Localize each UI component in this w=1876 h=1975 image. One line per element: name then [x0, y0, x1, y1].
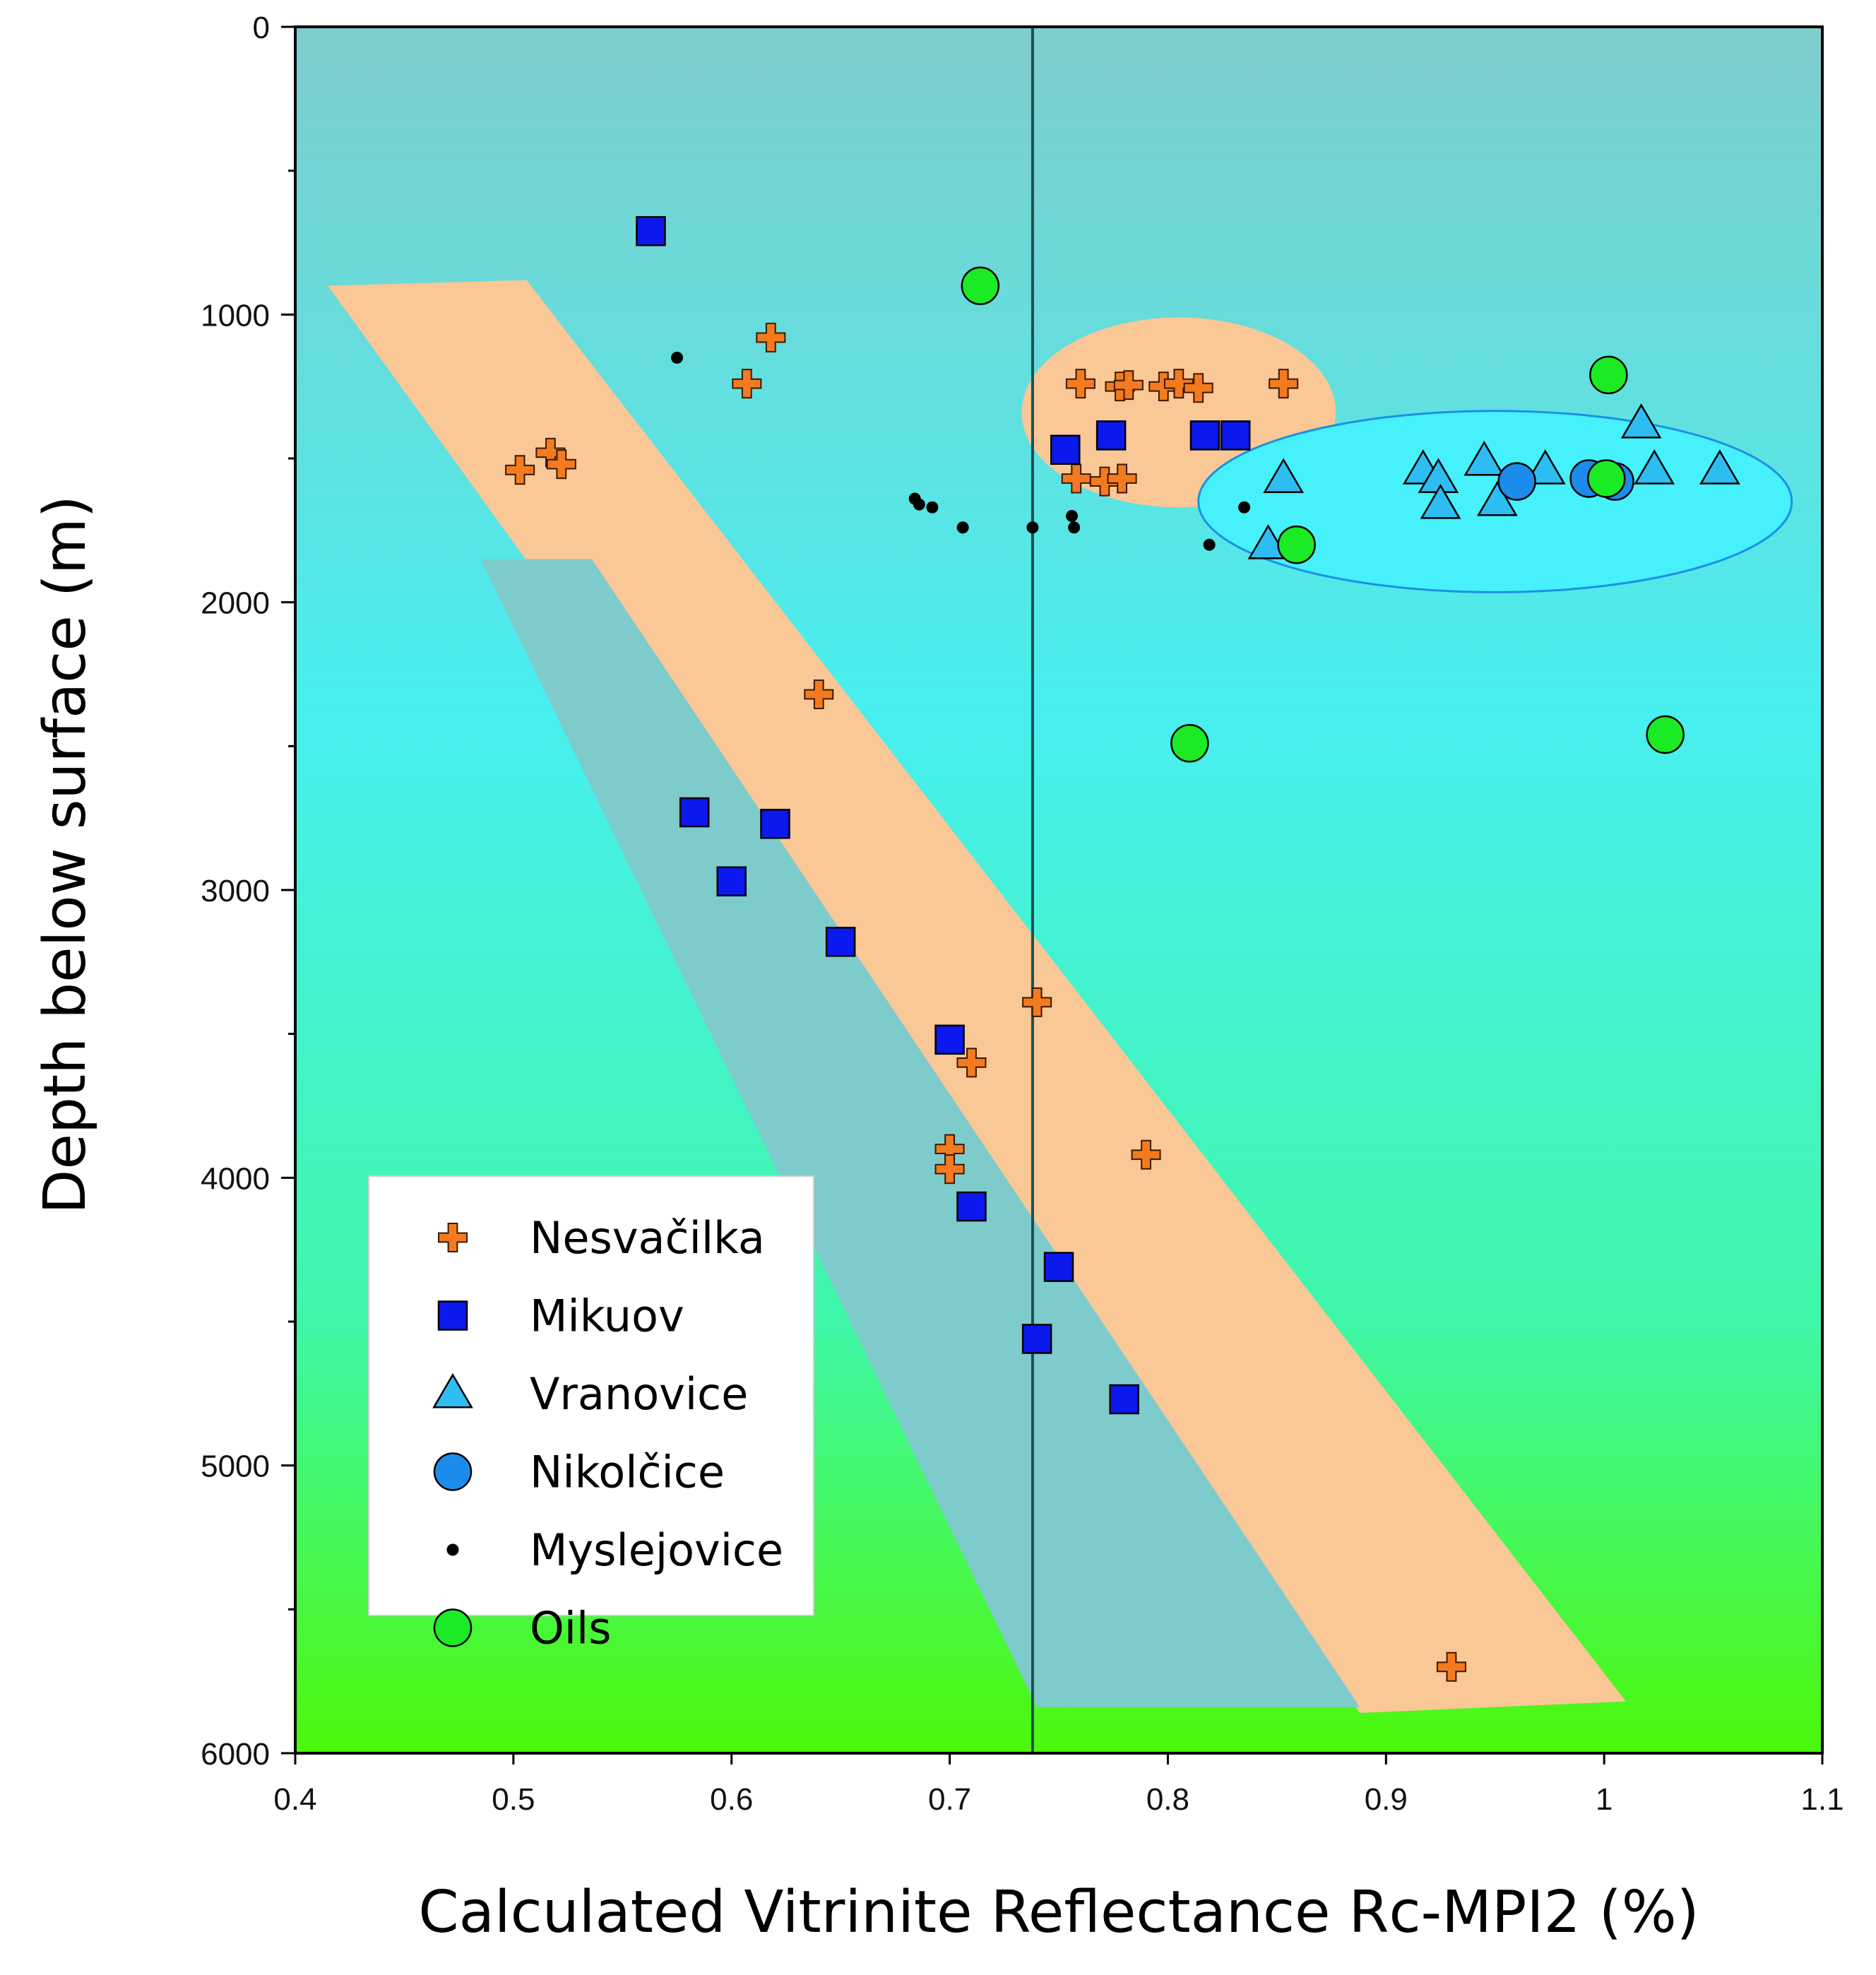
data-point-series-2	[1263, 458, 1304, 493]
data-point-series-0	[1436, 1651, 1466, 1682]
data-point-series-1	[956, 1191, 987, 1222]
legend-marker	[446, 1543, 459, 1556]
legend-label: Nikolčice	[530, 1447, 725, 1498]
legend-label: Vranovice	[530, 1368, 748, 1420]
legend: Nesvačilka Mikuov Vranovice Nikolčice Myslej…	[368, 1175, 814, 1654]
data-point-series-5	[1277, 525, 1316, 564]
axes-layer: 0.4 0.5 0.6 0.7 0.8 0.9 1 1.1 0 1000 2000 3000 4000 5…	[201, 11, 1844, 1817]
data-point-series-4	[1068, 521, 1081, 534]
y-tick-label: 2000	[201, 586, 270, 621]
legend-label: Myslejovice	[530, 1524, 783, 1576]
y-tick-label: 1000	[201, 298, 270, 333]
data-point-series-4	[671, 351, 683, 364]
data-point-series-2	[1699, 449, 1740, 485]
data-point-series-0	[1107, 463, 1137, 494]
legend-marker	[433, 1452, 473, 1491]
legend-marker	[438, 1223, 468, 1252]
data-point-series-0	[1061, 463, 1091, 494]
data-point-series-0	[956, 1048, 987, 1078]
data-point-series-5	[961, 266, 1000, 305]
legend-label: Nesvačilka	[530, 1212, 765, 1264]
data-point-series-2	[1420, 484, 1461, 519]
bands-layer	[328, 280, 1793, 1713]
data-point-series-0	[1065, 369, 1096, 399]
data-point-series-1	[679, 797, 710, 828]
data-point-series-3	[1497, 462, 1536, 501]
data-point-series-4	[926, 501, 939, 514]
data-point-series-4	[1026, 521, 1039, 534]
y-axis-title: Depth below surface (m)	[32, 495, 99, 1214]
x-tick-label: 1.1	[1800, 1782, 1844, 1817]
legend-marker	[433, 1608, 473, 1647]
legend-label: Mikuov	[530, 1291, 684, 1342]
y-tick-label: 3000	[201, 874, 270, 908]
data-point-series-4	[913, 498, 925, 511]
data-point-series-0	[505, 455, 535, 485]
data-point-series-0	[1163, 369, 1194, 399]
y-tick-label: 4000	[201, 1161, 270, 1196]
x-tick-label: 0.9	[1365, 1782, 1408, 1817]
data-point-series-1	[1220, 420, 1251, 451]
x-tick-label: 1	[1596, 1782, 1613, 1817]
legend-label: Oils	[530, 1603, 612, 1654]
data-point-series-0	[1113, 370, 1144, 401]
legend-marker	[437, 1300, 468, 1331]
data-point-series-4	[956, 521, 969, 534]
x-axis-title: Calculated Vitrinite Reflectance Rc-MPI2…	[418, 1879, 1699, 1946]
data-point-series-1	[636, 215, 666, 247]
x-tick-label: 0.7	[928, 1782, 971, 1817]
data-point-series-2	[1464, 440, 1505, 476]
data-point-series-0	[1269, 369, 1299, 399]
data-point-series-1	[934, 1024, 965, 1055]
data-point-series-2	[1634, 449, 1675, 485]
data-point-series-2	[1620, 403, 1662, 439]
data-point-series-1	[825, 927, 856, 957]
data-point-series-5	[1586, 459, 1626, 498]
data-point-series-0	[732, 369, 762, 399]
data-point-series-2	[1476, 480, 1518, 516]
teal-band	[480, 559, 1360, 1707]
data-point-series-1	[1189, 420, 1221, 451]
legend-marker	[432, 1372, 473, 1408]
orange-band	[328, 280, 1626, 1713]
data-point-series-1	[1050, 434, 1081, 465]
points-layer	[505, 215, 1740, 1682]
y-tick-label: 5000	[201, 1449, 270, 1484]
data-point-series-5	[1646, 715, 1685, 754]
data-point-series-0	[756, 322, 786, 352]
x-tick-label: 0.4	[273, 1782, 316, 1817]
data-point-series-4	[1203, 538, 1216, 551]
x-tick-label: 0.6	[710, 1782, 753, 1817]
data-point-series-2	[1524, 449, 1566, 485]
data-point-series-1	[1043, 1252, 1074, 1282]
data-point-series-1	[716, 866, 747, 897]
data-point-series-0	[1022, 987, 1052, 1017]
data-point-series-5	[1170, 724, 1209, 763]
data-point-series-1	[1109, 1384, 1139, 1415]
data-point-series-0	[1131, 1139, 1161, 1170]
x-tick-label: 0.8	[1146, 1782, 1189, 1817]
data-point-series-4	[1238, 501, 1251, 514]
y-tick-label: 0	[253, 11, 270, 45]
data-point-series-1	[760, 809, 790, 839]
data-point-series-1	[1096, 420, 1127, 451]
data-point-series-0	[546, 449, 576, 480]
data-point-series-0	[1183, 373, 1213, 403]
x-tick-label: 0.5	[492, 1782, 535, 1817]
data-point-series-4	[1066, 509, 1079, 522]
data-point-series-5	[1589, 355, 1628, 395]
data-point-series-0	[934, 1154, 965, 1185]
data-point-series-0	[804, 680, 834, 710]
y-tick-label: 6000	[201, 1737, 270, 1772]
data-point-series-1	[1021, 1324, 1052, 1354]
